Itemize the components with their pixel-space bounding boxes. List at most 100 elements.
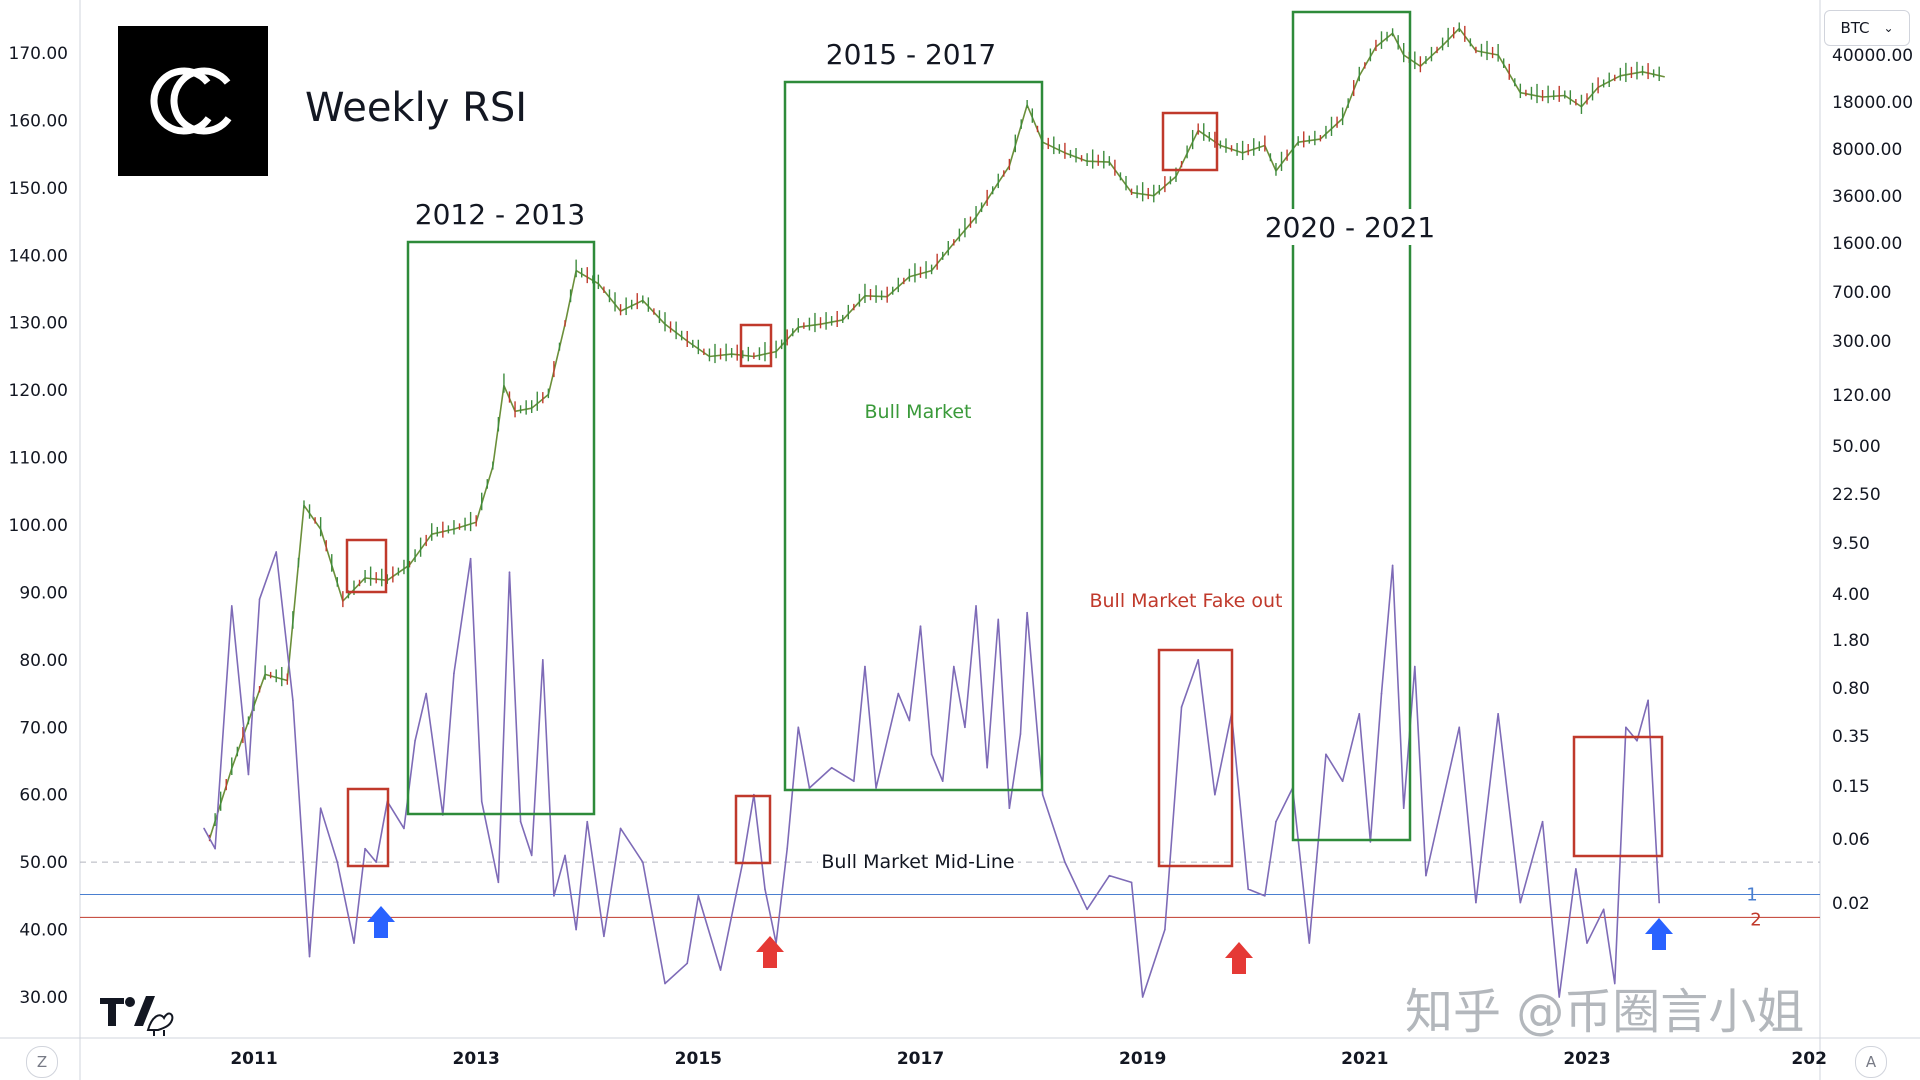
period-label: 2012 - 2013	[415, 198, 585, 231]
right-axis-tick: 0.06	[1832, 830, 1870, 850]
rsi-point	[530, 854, 533, 857]
rsi-point	[1602, 908, 1605, 911]
rsi-point	[619, 827, 622, 830]
rsi-point	[1164, 928, 1166, 931]
rsi-point	[1086, 908, 1088, 911]
left-axis-tick: 40.00	[19, 921, 68, 941]
rsi-point	[1636, 739, 1638, 742]
arrow-up-blue-icon	[1645, 918, 1673, 950]
rsi-point	[1275, 820, 1277, 823]
left-axis-tick: 60.00	[19, 786, 68, 806]
rsi-point	[853, 780, 855, 783]
right-axis-tick: 0.80	[1832, 679, 1870, 699]
rsi-point	[575, 928, 577, 931]
right-axis-tick: 1.80	[1832, 631, 1870, 651]
rsi-point	[1180, 706, 1183, 708]
x-axis: 2011 2013 2015 2017 2019 2021 2023 202	[230, 1049, 1827, 1069]
rsi-point	[1519, 901, 1522, 904]
rsi-point	[308, 955, 311, 958]
rsi-point	[1325, 753, 1327, 756]
bull-period-box	[1291, 10, 1412, 842]
rsi-point	[1130, 881, 1133, 884]
rsi-point	[864, 665, 866, 668]
x-axis-tick: 2019	[1119, 1049, 1166, 1069]
rsi-point	[808, 787, 811, 789]
rsi-point	[697, 895, 700, 897]
rsi-point	[603, 935, 605, 938]
rsi-point	[719, 969, 722, 971]
rsi-point	[908, 719, 911, 722]
rsi-point	[1497, 713, 1499, 715]
annotation-boxes	[345, 10, 1664, 868]
right-axis-tick: 9.50	[1832, 534, 1870, 554]
rsi-point	[686, 962, 689, 965]
left-axis-tick: 170.00	[9, 44, 68, 64]
rsi-point	[1197, 659, 1200, 661]
right-axis-tick: 0.35	[1832, 727, 1870, 747]
rsi-point	[258, 598, 261, 600]
rsi-point	[997, 618, 1000, 621]
rsi-point	[480, 800, 483, 803]
rsi-point	[1586, 942, 1588, 944]
x-axis-tick: 2015	[675, 1049, 722, 1069]
rsi-point	[1214, 793, 1216, 796]
right-axis-tick: 50.00	[1832, 437, 1881, 457]
rsi-point	[542, 659, 544, 661]
rsi-point	[414, 739, 416, 742]
signal-box	[1157, 648, 1234, 868]
rsi-point	[764, 888, 766, 890]
auto-scale-button[interactable]: A	[1855, 1046, 1887, 1078]
rsi-point	[1475, 901, 1477, 904]
rsi-point	[1391, 564, 1394, 567]
right-axis-tick: 3600.00	[1832, 187, 1902, 207]
line-2-label: 2	[1750, 909, 1761, 930]
rsi-point	[403, 827, 405, 830]
brand-logo	[118, 26, 268, 176]
rsi-point	[1380, 692, 1383, 695]
right-axis-tick: 4.00	[1832, 585, 1870, 605]
symbol-label: BTC	[1840, 19, 1870, 37]
btc-price-line	[208, 27, 1665, 840]
symbol-select[interactable]: BTC ⌄	[1824, 10, 1910, 46]
rsi-point	[564, 854, 566, 857]
rsi-point	[664, 982, 666, 985]
chevron-down-icon: ⌄	[1883, 21, 1894, 35]
x-axis-tick: 2011	[230, 1049, 277, 1069]
right-axis-tick: 120.00	[1832, 386, 1891, 406]
right-axis-tick: 1600.00	[1832, 234, 1902, 254]
watermark-text: 知乎 @币圈言小姐	[1405, 984, 1805, 1040]
mid-line-label: Bull Market Mid-Line	[821, 851, 1014, 873]
x-axis-tick: 2013	[453, 1049, 500, 1069]
annotation-labels: 2012 - 2013 2015 - 2017 2020 - 2021 Bull Ma…	[415, 38, 1435, 874]
rsi-point	[586, 820, 589, 823]
rsi-point	[1026, 611, 1028, 614]
left-axis-tick: 130.00	[9, 314, 68, 334]
left-axis-tick: 100.00	[9, 516, 68, 536]
left-axis-tick: 30.00	[19, 988, 68, 1008]
bull-market-label: Bull Market	[865, 401, 972, 423]
timezone-button[interactable]: Z	[26, 1046, 58, 1078]
x-axis-tick: 2017	[897, 1049, 944, 1069]
tradingview-logo-icon	[100, 996, 174, 1036]
rsi-point	[247, 773, 250, 776]
left-axis-tick: 120.00	[9, 381, 68, 401]
rsi-point	[1613, 982, 1616, 985]
signal-box	[346, 787, 390, 868]
arrow-up-red-icon	[756, 936, 784, 968]
right-axis-tick: 22.50	[1832, 485, 1881, 505]
rsi-point	[1625, 726, 1627, 729]
signal-box	[1572, 735, 1664, 858]
mid-line-label-bg	[818, 846, 1018, 874]
rsi-point	[1008, 807, 1011, 809]
rsi-point	[1425, 874, 1427, 877]
rsi-point	[1414, 665, 1416, 668]
left-axis: 170.00 160.00 150.00 140.00 130.00 120.00 110.…	[9, 44, 68, 1008]
rsi-point	[1647, 699, 1649, 702]
rsi-point	[930, 753, 933, 756]
rsi-point	[1458, 726, 1461, 729]
rsi-point	[1369, 841, 1372, 843]
x-axis-tick: 2023	[1563, 1049, 1610, 1069]
rsi-point	[497, 881, 500, 884]
rsi-point	[519, 820, 522, 823]
